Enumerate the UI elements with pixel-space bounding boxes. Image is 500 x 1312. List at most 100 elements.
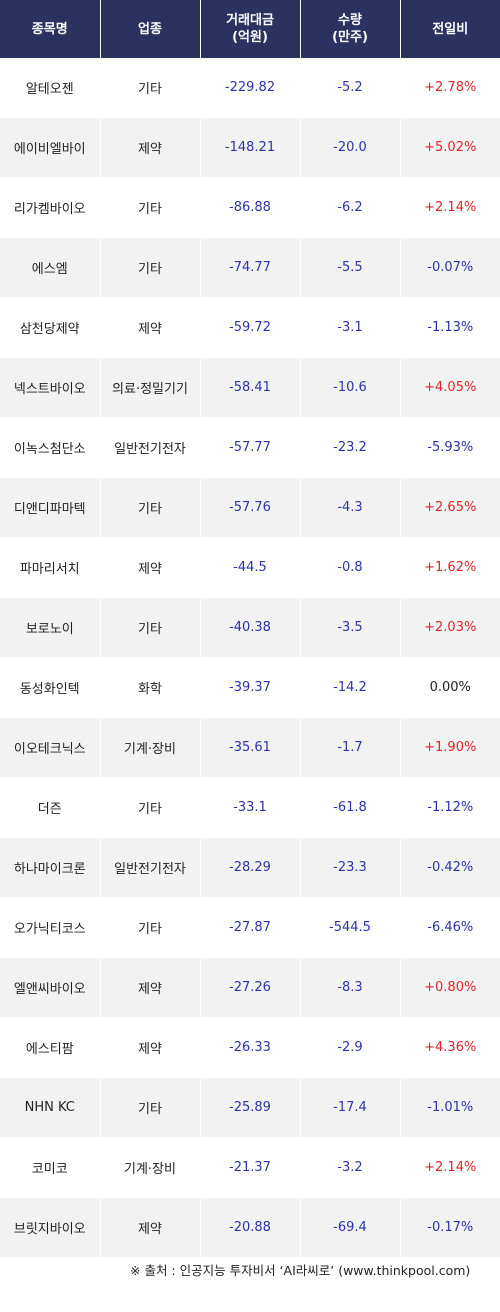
change-cell: 0.00% [400,657,500,718]
stock-name-cell: 더즌 [0,777,101,838]
amount-cell: -39.37 [200,657,301,718]
volume-cell: -20.0 [300,117,401,178]
sector-cell: 일반전기전자 [100,417,201,478]
volume-cell: -14.2 [300,657,401,718]
amount-cell: -20.88 [200,1197,301,1258]
change-cell: +2.14% [400,177,500,238]
amount-cell: -57.76 [200,477,301,538]
sector-cell: 기타 [100,777,201,838]
stock-name-cell: 알테오젠 [0,58,101,118]
table-row: 디앤디파마텍 기타 -57.76 -4.3 +2.65% [0,477,500,538]
stock-name-cell: 동성화인텍 [0,657,101,718]
table-row: NHN KC 기타 -25.89 -17.4 -1.01% [0,1077,500,1138]
sector-cell: 기타 [100,477,201,538]
sector-cell: 기타 [100,177,201,238]
table-row: 코미코 기계·장비 -21.37 -3.2 +2.14% [0,1137,500,1198]
stock-name-cell: 에이비엘바이 [0,117,101,178]
table-row: 파마리서치 제약 -44.5 -0.8 +1.62% [0,537,500,598]
stock-name-cell: 코미코 [0,1137,101,1198]
volume-cell: -1.7 [300,717,401,778]
change-cell: +4.05% [400,357,500,418]
stock-name-cell: 에스티팜 [0,1017,101,1078]
change-cell: -0.07% [400,237,500,298]
change-cell: -5.93% [400,417,500,478]
stock-name-cell: 디앤디파마텍 [0,477,101,538]
sector-cell: 제약 [100,297,201,358]
amount-cell: -21.37 [200,1137,301,1198]
volume-cell: -3.5 [300,597,401,658]
sector-cell: 기타 [100,597,201,658]
sector-cell: 기타 [100,237,201,298]
volume-cell: -0.8 [300,537,401,598]
stock-name-cell: 넥스트바이오 [0,357,101,418]
amount-cell: -148.21 [200,117,301,178]
stock-name-cell: 오가닉티코스 [0,897,101,958]
stock-name-cell: 파마리서치 [0,537,101,598]
table-row: 동성화인텍 화학 -39.37 -14.2 0.00% [0,657,500,718]
sector-cell: 제약 [100,1017,201,1078]
volume-cell: -17.4 [300,1077,401,1138]
header-amount: 거래대금 (억원) [200,0,301,58]
change-cell: -6.46% [400,897,500,958]
table-row: 에이비엘바이 제약 -148.21 -20.0 +5.02% [0,117,500,178]
amount-cell: -26.33 [200,1017,301,1078]
table-row: 리가켐바이오 기타 -86.88 -6.2 +2.14% [0,177,500,238]
amount-cell: -28.29 [200,837,301,898]
volume-cell: -61.8 [300,777,401,838]
volume-cell: -2.9 [300,1017,401,1078]
stock-name-cell: 이녹스첨단소 [0,417,101,478]
amount-cell: -58.41 [200,357,301,418]
volume-cell: -6.2 [300,177,401,238]
header-name: 종목명 [0,0,101,58]
header-amount-line2: (억원) [232,30,268,45]
table-header-row: 종목명 업종 거래대금 (억원) 수량 (만주) 전일비 [0,0,500,58]
change-cell: +0.80% [400,957,500,1018]
change-cell: +2.78% [400,58,500,118]
stock-name-cell: 이오테크닉스 [0,717,101,778]
header-sector: 업종 [100,0,201,58]
header-change: 전일비 [400,0,500,58]
volume-cell: -3.2 [300,1137,401,1198]
sector-cell: 의료·정밀기기 [100,357,201,418]
table-row: 에스티팜 제약 -26.33 -2.9 +4.36% [0,1017,500,1078]
sector-cell: 일반전기전자 [100,837,201,898]
stock-name-cell: 엘앤씨바이오 [0,957,101,1018]
header-volume-line1: 수량 [338,13,362,28]
amount-cell: -229.82 [200,58,301,118]
change-cell: -0.42% [400,837,500,898]
change-cell: -1.01% [400,1077,500,1138]
amount-cell: -35.61 [200,717,301,778]
table-row: 보로노이 기타 -40.38 -3.5 +2.03% [0,597,500,658]
stock-name-cell: 하나마이크론 [0,837,101,898]
table-row: 더즌 기타 -33.1 -61.8 -1.12% [0,777,500,838]
amount-cell: -74.77 [200,237,301,298]
stock-table: 종목명 업종 거래대금 (억원) 수량 (만주) 전일비 알테오젠 기타 -229.… [0,0,500,1258]
amount-cell: -40.38 [200,597,301,658]
amount-cell: -59.72 [200,297,301,358]
volume-cell: -3.1 [300,297,401,358]
change-cell: +2.14% [400,1137,500,1198]
volume-cell: -10.6 [300,357,401,418]
change-cell: +5.02% [400,117,500,178]
change-cell: +1.90% [400,717,500,778]
sector-cell: 기계·장비 [100,717,201,778]
stock-name-cell: 에스엠 [0,237,101,298]
table-row: 넥스트바이오 의료·정밀기기 -58.41 -10.6 +4.05% [0,357,500,418]
header-volume-line2: (만주) [332,30,368,45]
stock-name-cell: 리가켐바이오 [0,177,101,238]
volume-cell: -23.2 [300,417,401,478]
stock-name-cell: NHN KC [0,1077,101,1138]
source-footer: ※ 출처 : 인공지능 투자비서 ‘AI라씨로’ (www.thinkpool.… [130,1263,471,1278]
amount-cell: -27.87 [200,897,301,958]
change-cell: -1.12% [400,777,500,838]
stock-name-cell: 삼천당제약 [0,297,101,358]
change-cell: -0.17% [400,1197,500,1258]
table-row: 하나마이크론 일반전기전자 -28.29 -23.3 -0.42% [0,837,500,898]
amount-cell: -86.88 [200,177,301,238]
table-row: 알테오젠 기타 -229.82 -5.2 +2.78% [0,58,500,118]
sector-cell: 기타 [100,897,201,958]
volume-cell: -5.2 [300,58,401,118]
sector-cell: 제약 [100,117,201,178]
table-row: 엘앤씨바이오 제약 -27.26 -8.3 +0.80% [0,957,500,1018]
